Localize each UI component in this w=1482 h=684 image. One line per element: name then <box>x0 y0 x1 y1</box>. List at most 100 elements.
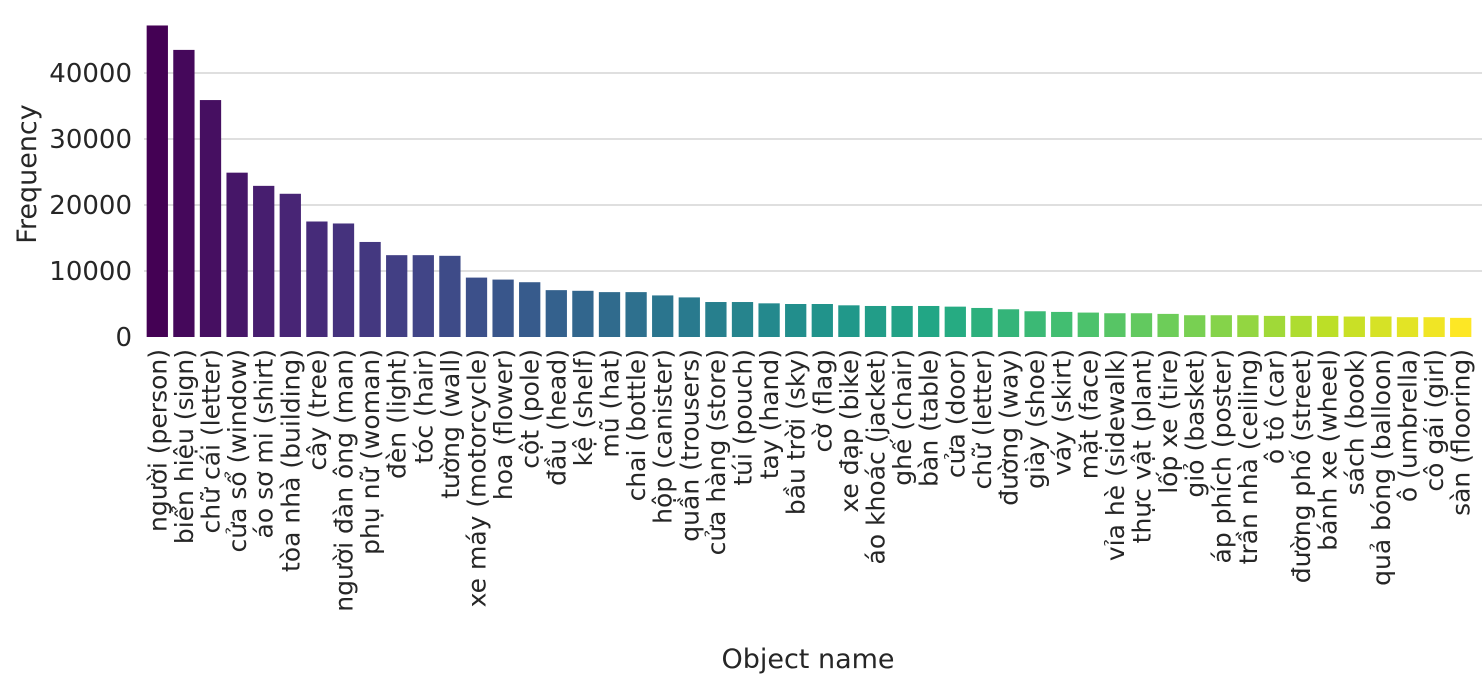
bar <box>918 305 940 337</box>
x-tick-label: ô (umbrella) <box>1394 349 1423 502</box>
gridlines <box>144 72 1482 272</box>
bar <box>731 302 754 337</box>
x-tick-label: cửa (door) <box>941 349 970 478</box>
bar <box>359 241 381 337</box>
bar <box>279 193 301 337</box>
x-tick-label: bầu trời (sky) <box>782 349 811 515</box>
bar <box>306 221 328 337</box>
x-tick-label: người (person) <box>143 349 172 532</box>
x-tick-label: sách (book) <box>1340 349 1369 495</box>
x-tick-label: giày (shoe) <box>1021 349 1050 489</box>
x-tick-label: mặt (face) <box>1074 349 1103 479</box>
y-tick-label: 40000 <box>49 59 132 89</box>
bar <box>1343 316 1365 337</box>
x-tick-label: áo khoác (jacket) <box>862 349 891 564</box>
x-tick-label: tòa nhà (building) <box>276 349 305 572</box>
x-tick-label: chữ (letter) <box>968 349 997 489</box>
x-tick-label: phụ nữ (woman) <box>356 349 385 555</box>
bar <box>705 302 727 337</box>
x-tick-label: tóc (hair) <box>409 349 438 464</box>
y-tick-label: 30000 <box>49 125 132 155</box>
y-tick-label: 0 <box>115 323 132 353</box>
bar <box>864 305 887 337</box>
x-tick-label: tay (hand) <box>755 349 784 479</box>
x-tick-label: thực vật (plant) <box>1128 349 1157 543</box>
x-tick-label: cô gái (girl) <box>1420 349 1449 492</box>
bar <box>944 306 966 337</box>
x-tick-label: trần nhà (ceiling) <box>1234 349 1263 564</box>
x-tick-label: chai (bottle) <box>622 349 651 501</box>
bar <box>1263 315 1286 337</box>
y-axis-ticks: 0 10000 20000 30000 40000 <box>49 59 132 353</box>
x-tick-label: cửa sổ (window) <box>223 349 252 552</box>
bar <box>1157 313 1179 337</box>
bar <box>226 172 248 337</box>
y-axis-label: Frequency <box>12 104 43 244</box>
x-tick-label: cây (tree) <box>303 349 332 471</box>
bar <box>625 292 647 337</box>
bar <box>173 49 195 338</box>
x-tick-label: cột (pole) <box>516 349 545 469</box>
bar <box>332 223 355 337</box>
x-tick-label: vỉa hè (sidewalk) <box>1101 349 1130 561</box>
x-tick-label: ô tô (car) <box>1261 349 1290 464</box>
x-tick-label: hoa (flower) <box>489 349 518 500</box>
bar <box>1051 311 1073 337</box>
bar <box>146 25 168 337</box>
x-tick-label: xe máy (motorcycle) <box>463 349 492 607</box>
bar <box>971 307 993 337</box>
x-tick-label: ghế (chair) <box>888 349 917 486</box>
x-tick-label: cửa hàng (store) <box>702 349 731 555</box>
bar <box>678 297 700 337</box>
bar <box>1317 315 1339 337</box>
x-tick-label: tường (wall) <box>436 349 465 499</box>
x-tick-label: chữ cái (letter) <box>197 349 226 533</box>
x-tick-label: mũ (hat) <box>596 349 625 458</box>
x-tick-label: quần (trousers) <box>675 349 704 542</box>
x-axis-label: Object name <box>721 644 894 675</box>
bar <box>1210 315 1232 337</box>
bar <box>1237 315 1259 337</box>
x-tick-label: kệ (shelf) <box>569 349 598 466</box>
x-tick-label: váy (skirt) <box>1048 349 1077 476</box>
x-tick-label: người đàn ông (man) <box>330 349 359 612</box>
x-tick-label: sàn (flooring) <box>1447 349 1476 516</box>
x-tick-label: áp phích (poster) <box>1207 349 1236 564</box>
bar <box>1396 317 1419 337</box>
x-tick-label: đèn (light) <box>383 349 412 479</box>
x-tick-label: hộp (canister) <box>649 349 678 524</box>
bar <box>465 277 488 337</box>
bar <box>253 185 275 337</box>
bar <box>1370 316 1392 337</box>
x-tick-label: biển hiệu (sign) <box>170 349 199 544</box>
x-tick-label: quả bóng (balloon) <box>1367 349 1396 586</box>
bar <box>758 303 780 337</box>
bar <box>412 255 434 337</box>
x-tick-label: cờ (flag) <box>808 349 837 452</box>
x-tick-label: đường (way) <box>995 349 1024 506</box>
bar <box>652 295 674 337</box>
bar <box>997 309 1020 337</box>
bar <box>1130 313 1153 337</box>
bar <box>598 292 621 337</box>
bar <box>1104 313 1126 337</box>
bar <box>1450 317 1472 337</box>
x-tick-label: giỏ (basket) <box>1181 349 1210 498</box>
bar <box>545 290 567 337</box>
bar <box>891 305 913 337</box>
bar <box>1290 315 1312 337</box>
bar <box>572 290 594 337</box>
bar <box>1423 317 1445 337</box>
bar <box>811 304 833 337</box>
bar <box>199 100 222 337</box>
bar <box>1184 315 1206 337</box>
bar <box>1024 311 1046 337</box>
bar <box>386 255 408 337</box>
bar <box>492 279 514 337</box>
x-tick-label: bàn (table) <box>915 349 944 487</box>
x-tick-label: túi (pouch) <box>729 349 758 486</box>
bar <box>838 305 860 337</box>
bar <box>519 282 541 337</box>
x-tick-label: áo sơ mi (shirt) <box>250 349 279 538</box>
y-tick-label: 20000 <box>49 191 132 221</box>
